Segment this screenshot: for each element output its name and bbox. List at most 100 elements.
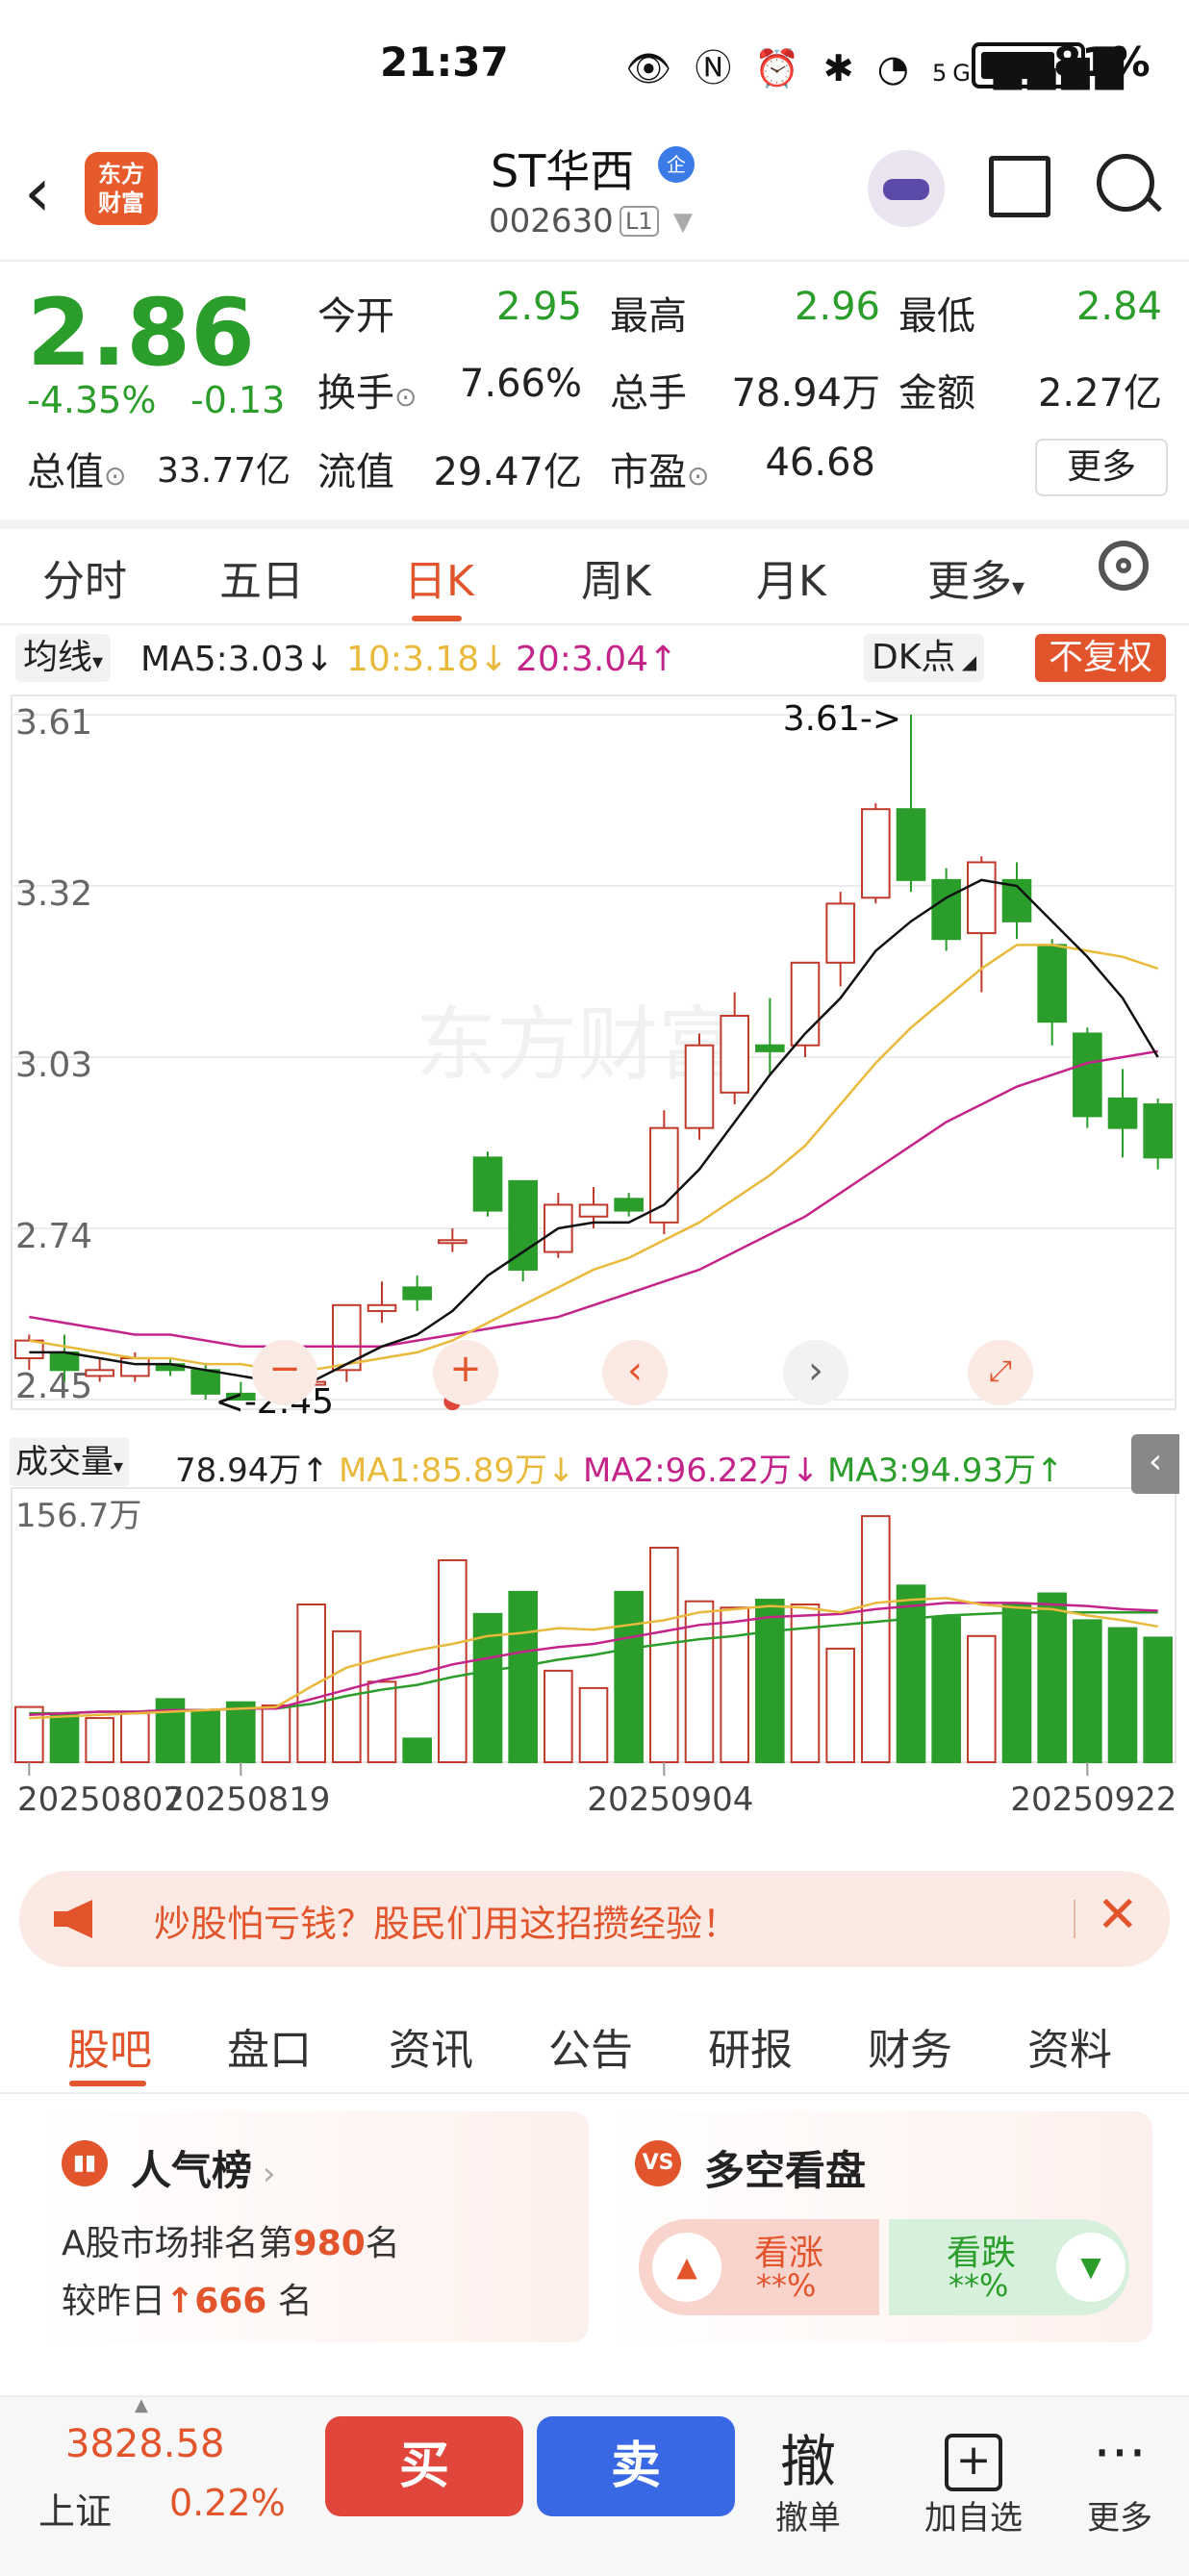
- chevron-left-icon[interactable]: ‹: [602, 1340, 668, 1405]
- candle-down: [1143, 1103, 1173, 1159]
- chevron-right-icon[interactable]: ›: [783, 1340, 848, 1405]
- assistant-robot-icon[interactable]: [868, 150, 945, 227]
- candle-down: [508, 1179, 538, 1271]
- zoom-out-icon[interactable]: −: [252, 1340, 317, 1405]
- volume-bar-down: [1073, 1619, 1102, 1764]
- volume-today: 78.94万↑: [175, 1452, 329, 1490]
- close-icon[interactable]: ✕: [1097, 1886, 1139, 1944]
- tab-announcements[interactable]: 公告: [548, 2026, 633, 2075]
- candle-down: [402, 1286, 432, 1301]
- bull-side[interactable]: ▲ 看涨 **%: [639, 2219, 879, 2315]
- tab-daily-k[interactable]: 日K: [404, 557, 474, 606]
- volume-bar-up: [720, 1606, 749, 1764]
- bull-value: **%: [756, 2267, 817, 2304]
- kline-svg[interactable]: 东方财富 3.613.323.032.742.453.61-><-2.45156…: [0, 688, 1189, 1852]
- tab-pankou[interactable]: 盘口: [227, 2026, 312, 2075]
- tab-five-day[interactable]: 五日: [219, 557, 304, 606]
- candle-down: [226, 1392, 256, 1401]
- volume-bar-down: [1143, 1636, 1173, 1764]
- add-watchlist-label[interactable]: 加自选: [924, 2499, 1023, 2538]
- more-quote-button[interactable]: 更多: [1035, 439, 1168, 496]
- collapse-panel-icon[interactable]: ‹: [1131, 1434, 1179, 1494]
- vol-ma3-value: MA3:94.93万↑: [827, 1452, 1064, 1490]
- volume-bar-up: [296, 1603, 326, 1764]
- level-dropdown-icon[interactable]: ▼: [673, 208, 693, 237]
- adjust-mode-button[interactable]: 不复权: [1035, 634, 1167, 682]
- volume-bar-up: [438, 1559, 468, 1763]
- change-value: -0.13: [190, 379, 286, 421]
- dk-point-selector[interactable]: DK点 ◢: [864, 634, 985, 682]
- tab-intraday[interactable]: 分时: [42, 557, 127, 606]
- bottom-action-bar: ▲ 3828.58 上证 0.22% 买 卖 撤 撤单 + 加自选 ··· 更多: [0, 2395, 1189, 2576]
- volume-selector[interactable]: 成交量▾: [10, 1438, 130, 1486]
- change-percent: -4.35%: [27, 379, 157, 421]
- tab-profile[interactable]: 资料: [1027, 2026, 1112, 2075]
- volume-bar-down: [755, 1599, 785, 1763]
- add-watchlist-icon[interactable]: +: [916, 2422, 1031, 2491]
- search-icon[interactable]: [1097, 154, 1162, 213]
- popularity-card[interactable]: ▮▮ 人气榜 › A股市场排名第980名 较昨日↑666 名: [37, 2111, 589, 2342]
- date-tick-label: 20250904: [587, 1780, 753, 1819]
- price-axis-label: 2.74: [15, 1217, 92, 1256]
- cancel-order-label[interactable]: 撤单: [775, 2499, 841, 2538]
- candle-up: [790, 961, 821, 1047]
- popularity-title: 人气榜 ›: [131, 2147, 276, 2194]
- tab-news[interactable]: 资讯: [389, 2026, 473, 2075]
- tab-weekly-k[interactable]: 周K: [581, 557, 651, 606]
- ma-selector[interactable]: 均线▾: [15, 634, 112, 682]
- megaphone-icon: [54, 1900, 92, 1938]
- volume-label: 总手: [610, 371, 687, 416]
- buy-button[interactable]: 买: [325, 2416, 523, 2516]
- rank-line: A股市场排名第980名: [62, 2224, 400, 2263]
- volume-bar-up: [544, 1669, 573, 1763]
- more-icon[interactable]: ···: [1093, 2420, 1147, 2486]
- more-label[interactable]: 更多: [1087, 2499, 1152, 2538]
- cancel-order-icon[interactable]: 撤: [779, 2429, 836, 2494]
- ma20-line: [29, 1049, 1158, 1349]
- pe-label[interactable]: 市盈⊙: [610, 450, 710, 494]
- market-cap-label[interactable]: 总值⊙: [27, 450, 127, 494]
- level-badge[interactable]: L1: [620, 206, 659, 237]
- active-subtab-indicator: [69, 2081, 146, 2086]
- app-logo[interactable]: 东方 财富: [85, 152, 158, 225]
- date-tick-label: 20250807: [17, 1780, 184, 1819]
- volume-bar-down: [190, 1708, 220, 1763]
- up-arrow-icon[interactable]: ▲: [652, 2233, 721, 2302]
- expand-icon[interactable]: ⤢: [968, 1340, 1033, 1405]
- bull-bear-card[interactable]: VS 多空看盘 ▲ 看涨 **% 看跌 **% ▼: [610, 2111, 1152, 2342]
- expand-up-icon[interactable]: ▲: [135, 2395, 148, 2415]
- candle-up: [967, 861, 997, 935]
- ma5-line: [29, 878, 1159, 1383]
- down-arrow-icon[interactable]: ▼: [1056, 2233, 1126, 2302]
- float-cap-label: 流值: [317, 450, 394, 494]
- tab-research[interactable]: 研报: [708, 2026, 793, 2075]
- zoom-in-icon[interactable]: +: [433, 1340, 498, 1405]
- tab-finance[interactable]: 财务: [868, 2026, 952, 2075]
- sell-button[interactable]: 卖: [537, 2416, 735, 2516]
- kline-chart[interactable]: 东方财富 3.613.323.032.742.453.61-><-2.45156…: [0, 688, 1189, 1852]
- candle-down: [1107, 1097, 1138, 1129]
- share-icon[interactable]: [989, 156, 1050, 217]
- date-tick-label: 20250819: [164, 1780, 330, 1819]
- volume-bar-down: [931, 1616, 961, 1764]
- volume-bar-up: [649, 1546, 679, 1763]
- vs-icon: VS: [635, 2140, 681, 2186]
- promo-banner[interactable]: 炒股怕亏钱？股民们用这招攒经验！ ✕: [19, 1871, 1170, 1967]
- tab-monthly-k[interactable]: 月K: [756, 557, 826, 606]
- volume-bar-down: [1037, 1592, 1067, 1763]
- low-label: 最低: [898, 294, 975, 339]
- tab-more[interactable]: 更多▾: [927, 557, 1025, 606]
- candle-down: [931, 878, 961, 941]
- tab-guba[interactable]: 股吧: [67, 2026, 152, 2075]
- price-axis-label: 3.32: [15, 874, 92, 914]
- candle-down: [472, 1156, 503, 1212]
- date-tick-label: 20250922: [1010, 1780, 1176, 1819]
- candle-up: [825, 902, 855, 964]
- amount-value: 2.27亿: [1037, 371, 1162, 416]
- turnover-label[interactable]: 换手⊙: [317, 371, 417, 416]
- bear-label: 看跌: [947, 2234, 1017, 2273]
- gear-icon[interactable]: [1099, 541, 1149, 591]
- candle-down: [755, 1044, 785, 1052]
- back-icon[interactable]: ‹: [24, 153, 51, 232]
- index-value[interactable]: 3828.58: [65, 2422, 225, 2466]
